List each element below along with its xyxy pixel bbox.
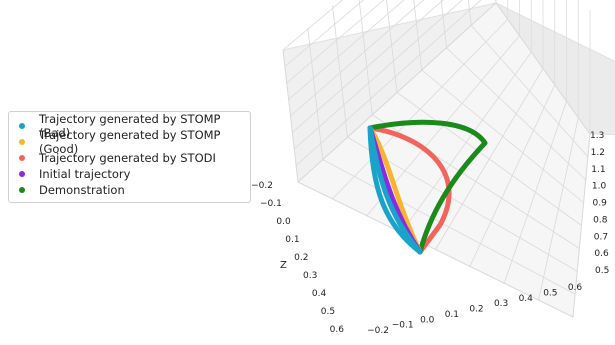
y-tick-label: −0.1: [260, 199, 282, 209]
x-tick-label: 0.3: [494, 299, 508, 309]
legend-marker-initial: [19, 171, 25, 177]
z-tick-label: 0.8: [593, 215, 608, 225]
legend-marker-stodi: [19, 155, 25, 161]
x-tick-label: 0.5: [543, 288, 557, 298]
grid-line: [396, 92, 582, 226]
grid-line: [440, 0, 447, 48]
grid-line: [295, 0, 482, 166]
y-tick-label: 0.3: [303, 271, 317, 281]
legend: Trajectory generated by STOMP (Bad) Traj…: [8, 111, 251, 203]
legend-entry-initial: Initial trajectory: [19, 166, 250, 182]
x-tick-label: −0.2: [367, 326, 389, 336]
grid-line: [292, 0, 444, 133]
grid-line: [538, 117, 579, 301]
legend-entry-stomp-bad: Trajectory generated by STOMP (Bad): [19, 112, 250, 140]
grid-line: [413, 0, 423, 71]
y-tick-label: 0.0: [276, 217, 291, 227]
legend-label-demonstration: Demonstration: [39, 183, 125, 197]
y-tick-label: 0.5: [321, 307, 335, 317]
grid-line: [446, 47, 587, 181]
z-tick-label: 1.3: [590, 131, 604, 141]
grid-line: [470, 25, 589, 158]
grid-line: [469, 84, 556, 267]
legend-entry-stodi: Trajectory generated by STODI: [19, 150, 250, 166]
grid-line: [286, 0, 385, 84]
legend-label-stomp-bad: Trajectory generated by STOMP (Bad): [39, 112, 221, 140]
legend-entry-demonstration: Demonstration: [19, 182, 250, 198]
z-tick-label: 0.5: [595, 266, 609, 276]
x-tick-label: 0.4: [519, 294, 534, 304]
grid-line: [503, 101, 567, 284]
y-tick-label: −0.2: [251, 181, 273, 191]
legend-marker-stomp-bad: [19, 123, 25, 129]
legend-label-stomp-good: Trajectory generated by STOMP (Good): [39, 128, 221, 156]
legend-label-initial: Initial trajectory: [39, 167, 131, 181]
grid-line: [293, 0, 463, 150]
grid-line: [307, 27, 324, 160]
z-tick-label: 0.6: [594, 249, 609, 259]
y-tick-label: 0.6: [330, 325, 345, 335]
y-tick-label: 0.1: [285, 235, 299, 245]
x-tick-label: 0.0: [420, 315, 435, 325]
z-tick-label: 1.2: [591, 148, 605, 158]
x-tick-label: 0.2: [469, 305, 483, 315]
grid-line: [284, 0, 364, 67]
series-line-2: [367, 125, 452, 255]
grid-line: [358, 0, 373, 115]
z-tick-label: 0.7: [594, 232, 608, 242]
legend-marker-stomp-good: [19, 139, 25, 145]
x-tick-label: 0.6: [568, 283, 583, 293]
series-line-4: [367, 119, 488, 255]
legend-entry-stomp-good: Trajectory generated by STOMP (Good): [19, 128, 250, 156]
grid-line: [421, 69, 584, 203]
y-tick-label: 0.4: [312, 289, 327, 299]
z-axis-label: Z: [280, 260, 287, 271]
grid-line: [495, 0, 497, 4]
legend-marker-demonstration: [19, 187, 25, 193]
grid-line: [332, 5, 348, 138]
grid-line: [386, 0, 398, 93]
tick-labels: −0.2−0.10.00.10.20.30.40.50.6 −0.2−0.10.0…: [251, 131, 609, 336]
z-tick-label: 0.9: [593, 199, 608, 209]
grid-line: [467, 0, 472, 26]
x-tick-label: 0.1: [445, 310, 459, 320]
grid-line: [572, 133, 591, 318]
grid-line: [282, 0, 344, 51]
x-tick-label: −0.1: [392, 321, 414, 331]
z-tick-label: 1.1: [591, 165, 605, 175]
y-tick-label: 0.2: [294, 253, 308, 263]
series-lines: [367, 119, 488, 255]
series-line-0-outer: [367, 125, 423, 255]
grid-line: [288, 0, 405, 100]
legend-label-stodi: Trajectory generated by STODI: [39, 151, 216, 165]
grid-line: [290, 0, 425, 117]
z-tick-label: 1.0: [592, 182, 607, 192]
